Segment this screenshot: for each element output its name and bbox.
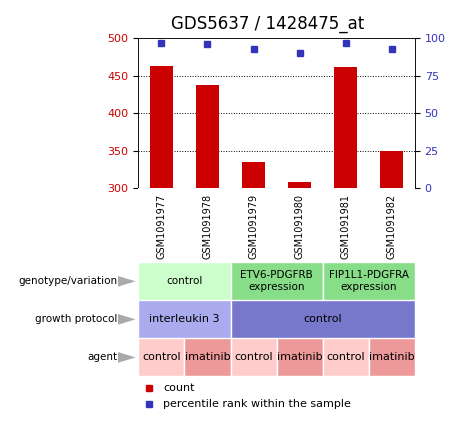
- Bar: [369, 338, 415, 376]
- Text: percentile rank within the sample: percentile rank within the sample: [163, 399, 351, 409]
- Text: imatinib: imatinib: [185, 352, 230, 363]
- Text: GSM1091977: GSM1091977: [156, 194, 166, 259]
- Bar: [138, 338, 184, 376]
- Bar: [334, 66, 357, 188]
- Bar: [380, 151, 403, 188]
- Text: control: control: [303, 314, 342, 324]
- Text: control: control: [142, 352, 181, 363]
- Text: control: control: [166, 276, 202, 286]
- Text: GSM1091979: GSM1091979: [248, 194, 259, 259]
- Text: control: control: [326, 352, 365, 363]
- Text: genotype/variation: genotype/variation: [18, 276, 118, 286]
- Text: control: control: [234, 352, 273, 363]
- Bar: [184, 338, 230, 376]
- Text: imatinib: imatinib: [277, 352, 322, 363]
- Bar: [230, 338, 277, 376]
- Text: ETV6-PDGFRB
expression: ETV6-PDGFRB expression: [240, 270, 313, 292]
- Text: growth protocol: growth protocol: [35, 314, 118, 324]
- Text: GDS5637 / 1428475_at: GDS5637 / 1428475_at: [171, 15, 364, 33]
- Text: GSM1091980: GSM1091980: [295, 194, 305, 259]
- Bar: [138, 300, 230, 338]
- Text: GSM1091981: GSM1091981: [341, 194, 351, 259]
- Bar: [138, 262, 230, 300]
- Text: agent: agent: [88, 352, 118, 363]
- Polygon shape: [118, 352, 136, 363]
- Text: count: count: [163, 383, 195, 393]
- Bar: [230, 262, 323, 300]
- Bar: [277, 338, 323, 376]
- Bar: [242, 162, 265, 188]
- Text: FIP1L1-PDGFRA
expression: FIP1L1-PDGFRA expression: [329, 270, 409, 292]
- Polygon shape: [118, 314, 136, 325]
- Text: interleukin 3: interleukin 3: [149, 314, 219, 324]
- Bar: [230, 300, 415, 338]
- Bar: [150, 66, 173, 188]
- Bar: [288, 182, 311, 188]
- Bar: [323, 262, 415, 300]
- Bar: [323, 338, 369, 376]
- Text: GSM1091978: GSM1091978: [202, 194, 213, 259]
- Text: imatinib: imatinib: [369, 352, 414, 363]
- Bar: [196, 85, 219, 188]
- Text: GSM1091982: GSM1091982: [387, 194, 397, 259]
- Polygon shape: [118, 276, 136, 287]
